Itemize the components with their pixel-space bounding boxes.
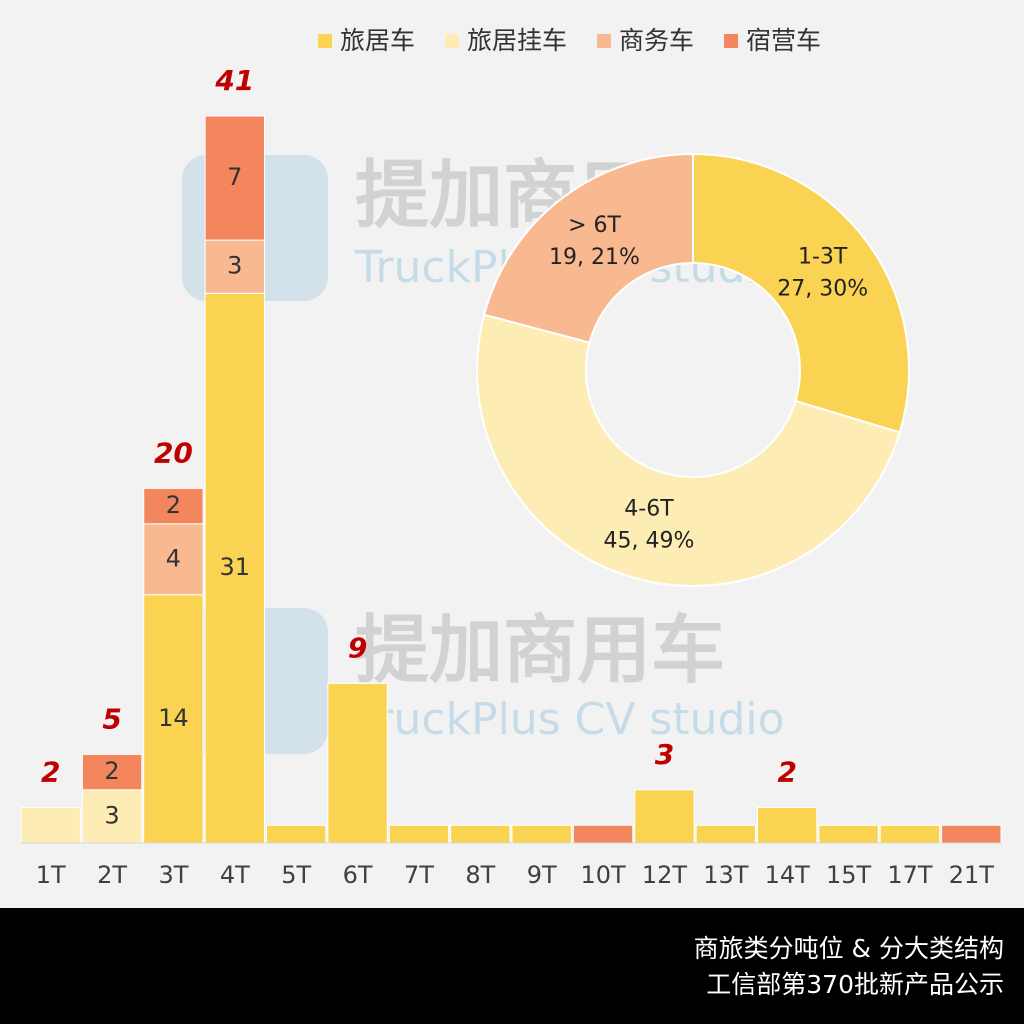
watermark-brand: 提加商用车 xyxy=(355,608,725,694)
bar-segment xyxy=(941,824,1002,844)
donut-value: 27, 30% xyxy=(777,277,868,302)
bar-segment xyxy=(388,824,450,844)
legend-swatch xyxy=(724,34,739,48)
x-tick-label: 1T xyxy=(36,861,66,889)
total-label: 3 xyxy=(655,738,674,771)
bar-segment xyxy=(572,824,634,844)
x-tick-label: 4T xyxy=(220,861,250,889)
bar-segment xyxy=(695,824,756,844)
bar-segment xyxy=(143,594,204,844)
legend-swatch xyxy=(318,34,332,48)
legend-label: 旅居挂车 xyxy=(467,26,567,55)
donut-slice xyxy=(476,313,902,587)
data-label: 2 xyxy=(166,491,181,519)
x-tick-label: 13T xyxy=(703,861,749,889)
data-label: 14 xyxy=(158,704,189,732)
x-tick-label: 14T xyxy=(765,861,811,889)
bar-segment xyxy=(511,824,572,844)
total-label: 2 xyxy=(41,756,60,789)
footer-band xyxy=(0,908,1024,1024)
legend-swatch xyxy=(445,34,460,48)
footer-subtitle: 工信部第370批新产品公示 xyxy=(706,970,1004,999)
bar-segment xyxy=(450,824,511,844)
data-label: 7 xyxy=(227,163,242,191)
bar-segment xyxy=(20,807,81,844)
bar-segment xyxy=(266,824,327,844)
legend-label: 宿营车 xyxy=(746,26,821,55)
x-tick-label: 9T xyxy=(527,861,557,889)
legend-label: 旅居车 xyxy=(340,26,415,55)
watermark-studio: TruckPlus CV studio xyxy=(354,694,785,745)
bar-segment xyxy=(81,753,143,791)
x-tick-label: 3T xyxy=(158,861,188,889)
x-tick-label: 8T xyxy=(465,861,495,889)
bar-segment xyxy=(327,682,388,844)
total-label: 5 xyxy=(102,702,121,735)
x-tick-label: 17T xyxy=(887,861,933,889)
bar-segment xyxy=(204,115,265,241)
x-tick-label: 2T xyxy=(97,861,127,889)
total-label: 2 xyxy=(777,756,796,789)
x-tick-label: 6T xyxy=(343,861,373,889)
donut-category: 4-6T xyxy=(624,496,674,521)
donut-category: > 6T xyxy=(568,213,621,238)
data-label: 4 xyxy=(166,544,181,572)
data-label: 31 xyxy=(220,553,251,581)
data-label: 2 xyxy=(104,757,119,785)
total-label: 9 xyxy=(348,631,367,664)
x-tick-label: 12T xyxy=(642,861,688,889)
bar-segment xyxy=(204,239,265,294)
bar-segment xyxy=(818,824,879,844)
total-label: 20 xyxy=(154,436,193,469)
donut-value: 45, 49% xyxy=(604,528,695,553)
legend-label: 商务车 xyxy=(619,26,694,55)
donut-slice xyxy=(692,152,910,434)
total-label: 41 xyxy=(214,64,254,97)
x-tick-label: 15T xyxy=(826,861,872,889)
donut-category: 1-3T xyxy=(798,245,848,270)
data-label: 3 xyxy=(227,252,242,280)
bar-segment xyxy=(143,523,204,596)
footer-title: 商旅类分吨位 & 分大类结构 xyxy=(694,934,1004,963)
donut-value: 19, 21% xyxy=(549,245,640,270)
x-tick-label: 5T xyxy=(281,861,311,889)
legend-swatch xyxy=(597,34,612,48)
x-tick-label: 10T xyxy=(580,861,626,889)
bar-segment xyxy=(879,824,941,844)
bar-segment xyxy=(143,487,204,525)
x-tick-label: 21T xyxy=(949,861,995,889)
bar-segment xyxy=(634,789,695,844)
data-label: 3 xyxy=(104,801,119,829)
x-tick-label: 7T xyxy=(404,861,434,889)
donut-slice xyxy=(482,152,694,344)
bar-segment xyxy=(757,807,818,844)
